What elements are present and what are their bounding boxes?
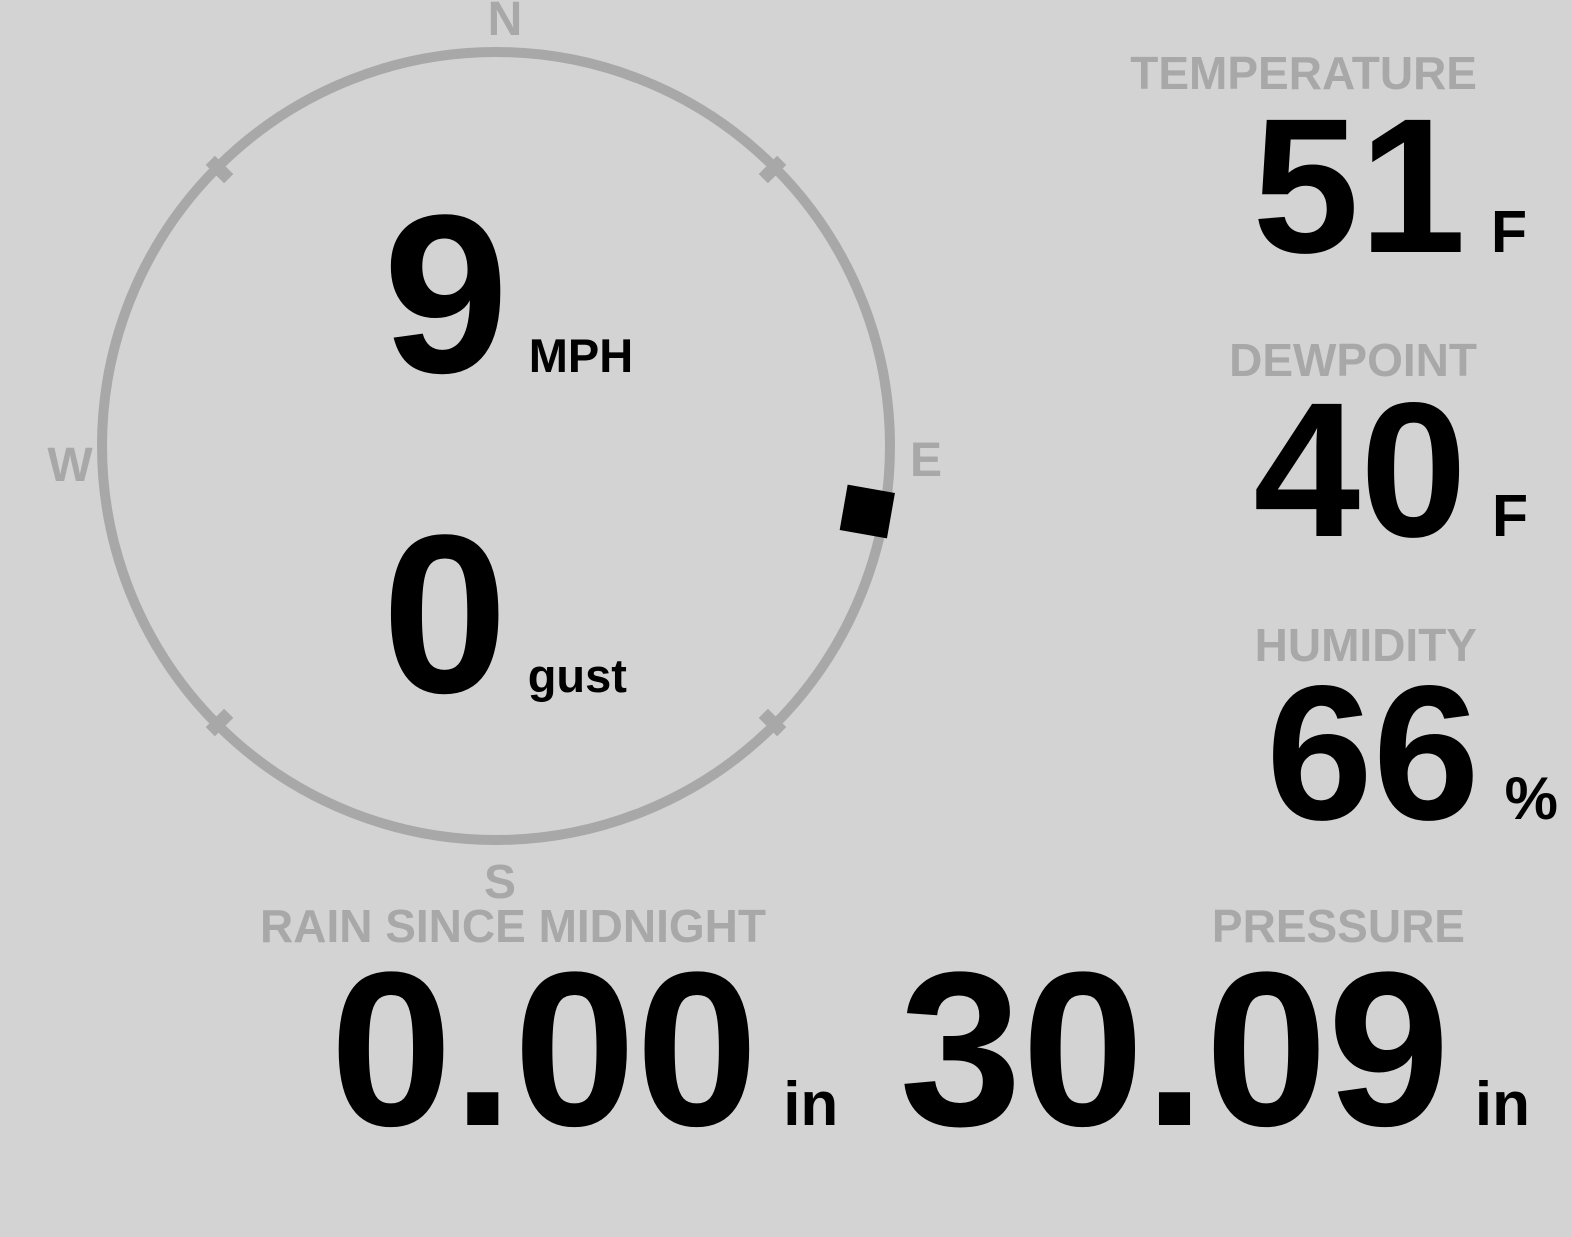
wind-direction-square bbox=[839, 484, 895, 539]
compass-tick-sw bbox=[205, 708, 234, 737]
dewpoint-value: 40 bbox=[1253, 362, 1467, 577]
pressure-label: PRESSURE bbox=[1211, 900, 1465, 952]
humidity-unit: % bbox=[1504, 765, 1558, 832]
compass-tick-ne bbox=[758, 155, 787, 184]
wind-speed-value: 9 bbox=[383, 167, 509, 420]
compass-tick-nw bbox=[205, 155, 234, 184]
rain-label: RAIN SINCE MIDNIGHT bbox=[260, 900, 766, 952]
cardinal-east-label: E bbox=[909, 434, 943, 487]
wind-gust-unit: gust bbox=[527, 649, 627, 702]
dewpoint-reading: 40 F bbox=[1253, 374, 1528, 566]
rain-unit: in bbox=[783, 1070, 839, 1139]
dewpoint-label: DEWPOINT bbox=[1229, 334, 1477, 386]
dewpoint-unit: F bbox=[1491, 483, 1528, 549]
wind-gust-reading: 0 gust bbox=[382, 501, 627, 727]
cardinal-south-label: S bbox=[483, 856, 517, 909]
humidity-reading: 66 % bbox=[1266, 657, 1558, 849]
rain-reading: 0.00 in bbox=[330, 939, 838, 1159]
temperature-reading: 51 F bbox=[1252, 90, 1527, 282]
wind-speed-unit: MPH bbox=[528, 329, 634, 382]
compass-tick-se bbox=[758, 708, 787, 737]
cardinal-north-label: N bbox=[487, 0, 523, 46]
wind-gust-value: 0 bbox=[382, 487, 508, 740]
humidity-value: 66 bbox=[1266, 645, 1480, 860]
pressure-value: 30.09 bbox=[899, 926, 1450, 1172]
wind-direction-indicator bbox=[839, 484, 895, 539]
pressure-reading: 30.09 in bbox=[899, 939, 1530, 1159]
temperature-label: TEMPERATURE bbox=[1130, 47, 1477, 99]
wind-compass: N E S W 9 MPH 0 gust bbox=[46, 0, 946, 907]
humidity-label: HUMIDITY bbox=[1254, 619, 1477, 671]
pressure-unit: in bbox=[1474, 1070, 1530, 1139]
temperature-value: 51 bbox=[1252, 78, 1466, 293]
cardinal-west-label: W bbox=[47, 439, 93, 492]
temperature-unit: F bbox=[1490, 199, 1527, 265]
wind-speed-reading: 9 MPH bbox=[383, 181, 633, 407]
rain-value: 0.00 bbox=[330, 926, 759, 1172]
compass-circle bbox=[97, 47, 895, 845]
compass-dial-graphic bbox=[97, 47, 895, 845]
